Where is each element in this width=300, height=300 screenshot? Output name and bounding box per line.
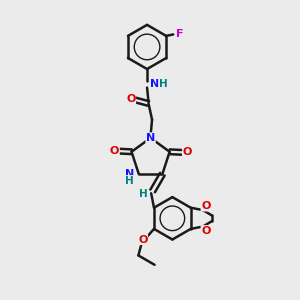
Text: O: O [201, 201, 211, 211]
Text: F: F [176, 29, 184, 39]
Text: H: H [139, 189, 147, 199]
Text: N: N [125, 169, 134, 178]
Text: H: H [159, 79, 168, 89]
Text: H: H [125, 176, 134, 186]
Text: O: O [110, 146, 119, 156]
Text: O: O [183, 147, 192, 158]
Text: O: O [126, 94, 136, 104]
Text: O: O [138, 235, 148, 244]
Text: N: N [150, 79, 159, 89]
Text: N: N [146, 133, 155, 143]
Text: O: O [201, 226, 211, 236]
